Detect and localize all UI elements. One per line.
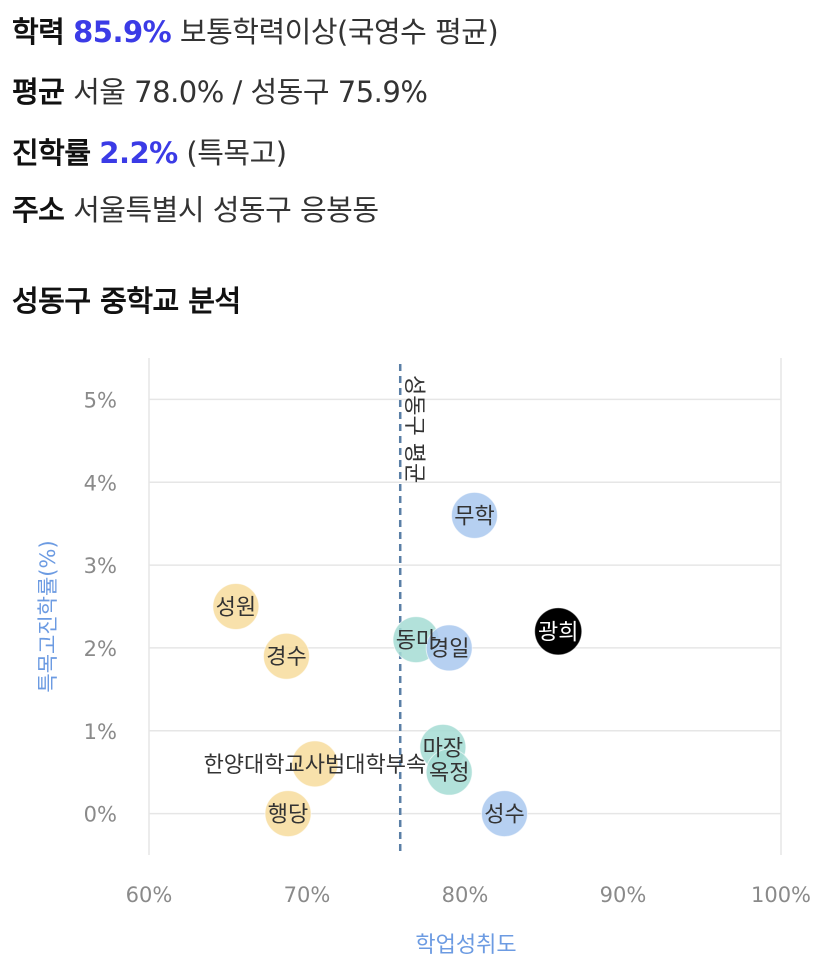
address-row: 주소 서울특별시 성동구 응봉동 [12, 192, 379, 228]
scatter-point [450, 491, 498, 539]
address-label: 주소 [12, 193, 65, 227]
scatter-point-label: 경일 [429, 637, 469, 662]
x-tick-label: 80% [442, 883, 489, 907]
scatter-point [212, 583, 260, 630]
scatter-point-label: 옥정 [429, 761, 469, 786]
scatter-point [291, 740, 339, 788]
x-tick-label: 60% [126, 883, 173, 907]
y-tick-label: 3% [84, 554, 117, 578]
section-title: 성동구 중학교 분석 [12, 284, 241, 318]
achievement-row: 학력 85.9% 보통학력이상(국영수 평균) [12, 14, 499, 50]
scatter-point [264, 790, 312, 838]
advancement-label: 진학률 [12, 136, 91, 170]
average-label: 평균 [12, 75, 65, 109]
x-tick-label: 70% [284, 883, 331, 907]
average-reference-label: 성동구 평균 [401, 375, 426, 483]
achievement-value: 85.9% [73, 15, 172, 49]
achievement-desc: 보통학력이상(국영수 평균) [179, 15, 499, 49]
advancement-desc: (특목고) [186, 136, 287, 170]
y-tick-label: 0% [84, 803, 117, 827]
advancement-row: 진학률 2.2% (특목고) [12, 135, 287, 171]
scatter-point [425, 624, 473, 672]
y-tick-label: 5% [84, 388, 117, 412]
scatter-chart: 0% 1% 2% 3% 4% 5% 60% 70% 80% 90% 100% 학업성취도 특목고진학률(… [36, 358, 811, 958]
x-tick-label: 100% [751, 883, 811, 907]
scatter-point [425, 748, 473, 796]
average-desc: 서울 78.0% / 성동구 75.9% [73, 75, 428, 109]
scatter-point [534, 607, 582, 655]
scatter-point-label: 성원 [216, 596, 256, 621]
scatter-point-label: 성수 [484, 803, 524, 828]
points-layer [212, 491, 582, 838]
average-row: 평균 서울 78.0% / 성동구 75.9% [12, 74, 428, 110]
achievement-label: 학력 [12, 15, 65, 49]
x-tick-label: 90% [600, 883, 647, 907]
reference-layer: 성동구 평균 [398, 364, 426, 855]
advancement-value: 2.2% [99, 136, 178, 170]
scatter-point-label: 행당 [268, 803, 308, 828]
scatter-point-label: 경수 [266, 645, 306, 670]
scatter-point-label: 동마 [396, 629, 436, 654]
scatter-point [262, 632, 310, 680]
y-axis-title: 특목고진학률(%) [36, 540, 60, 692]
scatter-point-label: 광희 [538, 620, 578, 645]
scatter-point [481, 790, 528, 838]
y-tick-label: 4% [84, 471, 117, 495]
y-tick-label: 2% [84, 637, 117, 661]
scatter-point-label: 무학 [454, 504, 494, 529]
address-desc: 서울특별시 성동구 응봉동 [73, 193, 379, 227]
scatter-point-label: 한양대학교사범대학부속 [204, 753, 427, 778]
x-axis-title: 학업성취도 [415, 933, 516, 958]
y-tick-label: 1% [84, 720, 117, 744]
axes-layer: 0% 1% 2% 3% 4% 5% 60% 70% 80% 90% 100% 학업성취도 특목고진학률(… [36, 388, 811, 958]
scatter-point-label: 마장 [423, 736, 463, 761]
